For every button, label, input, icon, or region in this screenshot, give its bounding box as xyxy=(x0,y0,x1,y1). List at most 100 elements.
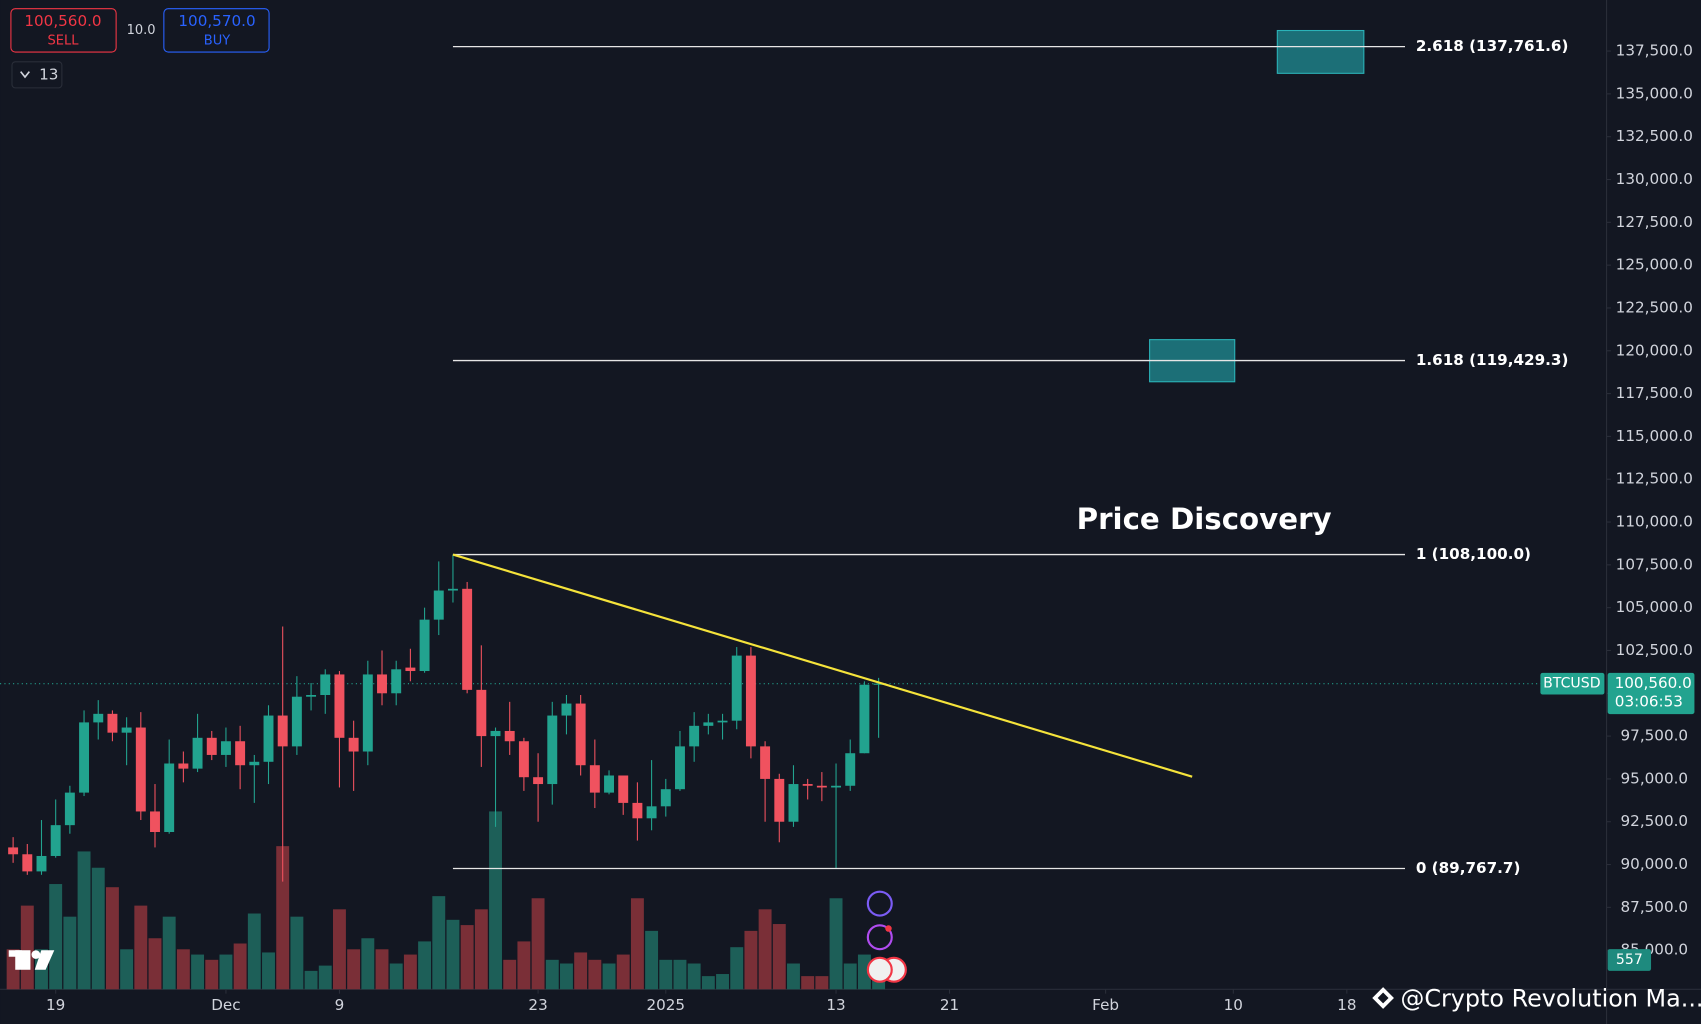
volume-bar xyxy=(687,963,701,990)
y-tick-label: 102,500.0 xyxy=(1616,641,1693,659)
interval: 13 xyxy=(39,65,58,83)
candle-body xyxy=(462,588,473,690)
x-tick-label: 10 xyxy=(1224,996,1243,1014)
volume-bar xyxy=(49,884,63,990)
y-tick-label: 90,000.0 xyxy=(1621,855,1689,873)
volume-bar xyxy=(460,925,474,990)
candle-body xyxy=(306,694,317,697)
trendline xyxy=(452,553,1193,778)
candle-body xyxy=(831,785,842,788)
event-icon[interactable] xyxy=(866,924,893,951)
symbol-tag xyxy=(1540,672,1605,695)
chevron xyxy=(20,71,30,79)
volume-bar xyxy=(304,970,318,990)
fib-label: 2.618 (137,761.6) xyxy=(1416,37,1569,55)
x-tick-label: Dec xyxy=(211,996,240,1014)
fib-label: 1.618 (119,429.3) xyxy=(1416,351,1569,369)
y-tick-label: 110,000.0 xyxy=(1616,513,1693,531)
candle-body xyxy=(93,713,104,723)
volume-bar xyxy=(290,916,304,990)
y-tick-label: 132,500.0 xyxy=(1616,127,1693,145)
volume-bar xyxy=(673,959,687,990)
candle-body xyxy=(518,741,529,778)
volume-bar xyxy=(503,959,517,990)
volume-bar xyxy=(432,896,446,990)
event-dot xyxy=(885,925,892,932)
candle-body xyxy=(36,855,47,872)
candle-body xyxy=(405,667,416,672)
volume-bar xyxy=(857,954,871,990)
volume-bar xyxy=(63,916,77,990)
candle-body xyxy=(646,806,657,819)
volume-bar xyxy=(77,851,91,990)
candle-body xyxy=(135,727,146,812)
candle-body xyxy=(504,730,515,742)
buy-button[interactable] xyxy=(163,8,270,53)
sell-button[interactable] xyxy=(10,8,117,53)
volume-bar xyxy=(829,898,843,990)
candle-body xyxy=(8,847,19,855)
fib-label: 0 (89,767.7) xyxy=(1416,859,1521,877)
volume-bar xyxy=(233,943,247,990)
candle-body xyxy=(50,825,61,856)
x-tick-label: 18 xyxy=(1337,996,1356,1014)
candle-body xyxy=(632,802,643,819)
volume-bar xyxy=(616,954,630,990)
volume-bar xyxy=(247,913,261,990)
candle-body xyxy=(291,696,302,747)
candle-body xyxy=(220,741,231,755)
volume-layer xyxy=(6,811,886,990)
volume-bar xyxy=(843,963,857,990)
volume-bar xyxy=(318,965,332,990)
interval-dropdown[interactable] xyxy=(11,61,63,89)
candle-body xyxy=(731,655,742,721)
event-icon[interactable] xyxy=(866,890,893,917)
volume-bar xyxy=(815,976,829,990)
volume-bar xyxy=(20,905,34,990)
candle-body xyxy=(873,683,884,685)
volume-bar xyxy=(730,947,744,990)
candle-body xyxy=(547,715,558,785)
candle-body xyxy=(618,775,629,803)
y-tick-label: 97,500.0 xyxy=(1621,727,1689,745)
plot-layer: 2.618 (137,761.6) 1.618 (119,429.3) 1 (108… xyxy=(0,29,1606,882)
volume-bar xyxy=(645,930,659,990)
candle-body xyxy=(689,725,700,747)
x-tick-label: 13 xyxy=(826,996,845,1014)
buy-price: 100,570.0 xyxy=(178,12,255,30)
candle-body xyxy=(362,674,373,752)
candle-body xyxy=(121,727,132,733)
candle-body xyxy=(22,854,33,872)
x-tick-label: 9 xyxy=(335,996,345,1014)
fib-label: 1 (108,100.0) xyxy=(1416,545,1531,563)
volume-bar xyxy=(531,898,545,990)
y-tick-label: 130,000.0 xyxy=(1616,170,1693,188)
candle-body xyxy=(760,746,771,779)
volume-bar xyxy=(418,941,432,990)
candle-body xyxy=(64,792,75,826)
volume-bar xyxy=(560,963,573,990)
volume-bar xyxy=(219,954,233,990)
y-tick-label: 122,500.0 xyxy=(1616,298,1693,316)
volume-bar xyxy=(276,846,290,990)
volume-bar xyxy=(474,909,488,990)
candle-body xyxy=(561,703,572,716)
volume-bar xyxy=(375,949,389,990)
countdown: 03:06:53 xyxy=(1615,693,1683,711)
candle-body xyxy=(575,703,586,766)
volume-bar xyxy=(205,959,219,990)
candle-body xyxy=(447,588,458,591)
candle-body xyxy=(206,737,217,755)
volume-bar xyxy=(162,916,176,990)
volume-bar xyxy=(332,909,346,990)
y-tick-label: 105,000.0 xyxy=(1616,598,1693,616)
candle-body xyxy=(802,784,813,786)
volume-bar xyxy=(659,959,673,990)
x-tick-label: 23 xyxy=(528,996,547,1014)
candle-body xyxy=(533,777,544,785)
candle-body xyxy=(660,789,671,807)
price-tag xyxy=(1607,672,1695,715)
event-icon[interactable] xyxy=(866,956,893,983)
